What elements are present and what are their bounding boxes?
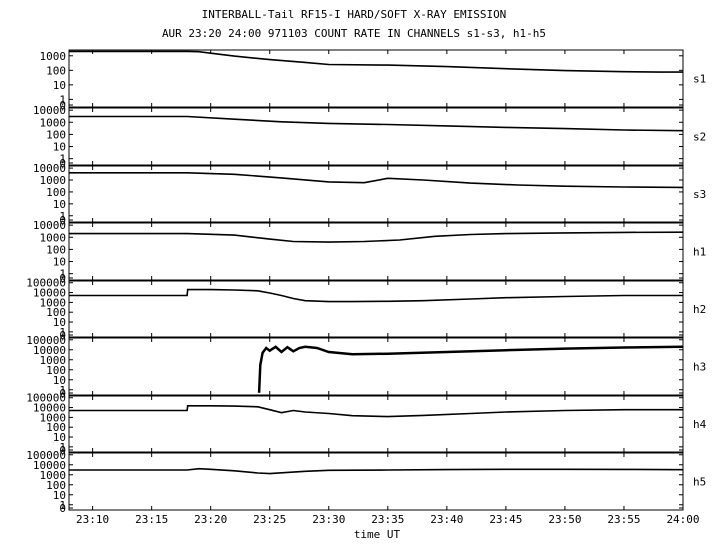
y-tick-label: 1000 — [40, 411, 67, 424]
chart-subtitle: AUR 23:20 24:00 971103 COUNT RATE IN CHA… — [162, 27, 546, 40]
y-tick-label: 100000 — [26, 392, 66, 405]
x-tick-label: 23:20 — [194, 513, 227, 526]
y-tick-label: 100 — [46, 364, 66, 377]
y-tick-label: 100 — [46, 243, 66, 256]
series-line-h2 — [69, 288, 683, 303]
x-tick-label: 23:10 — [76, 513, 109, 526]
channel-label-h1: h1 — [693, 246, 706, 259]
y-tick-label: 10000 — [33, 104, 66, 117]
series-line-s1 — [69, 50, 683, 73]
channel-label-s3: s3 — [693, 188, 706, 201]
y-tick-label: 1000 — [40, 116, 67, 129]
y-tick-label: 0 — [59, 387, 66, 400]
series-line-s3 — [69, 172, 684, 189]
y-tick-label: 10 — [53, 431, 66, 444]
y-tick-label: 10000 — [33, 219, 66, 232]
y-tick-label: 100 — [46, 421, 66, 434]
y-tick-label: 100 — [46, 479, 66, 492]
y-tick-label: 10 — [53, 256, 66, 269]
y-tick-label: 100 — [46, 64, 66, 77]
y-tick-label: 1 — [59, 93, 66, 106]
y-tick-label: 0 — [59, 214, 66, 227]
x-tick-label: 23:55 — [607, 513, 640, 526]
y-tick-label: 0 — [59, 329, 66, 342]
y-tick-label: 100000 — [26, 277, 66, 290]
x-tick-label: 23:40 — [430, 513, 463, 526]
channel-label-h3: h3 — [693, 361, 706, 374]
y-tick-label: 1 — [59, 268, 66, 281]
panel-frame — [68, 222, 684, 281]
y-tick-label: 100000 — [26, 449, 66, 462]
channel-label-s1: s1 — [693, 73, 706, 86]
x-tick-label: 23:15 — [135, 513, 168, 526]
series-line-h3 — [257, 345, 684, 393]
panel-frame — [68, 395, 684, 453]
channel-label-s2: s2 — [693, 131, 706, 144]
series-line-h1 — [69, 231, 684, 243]
y-tick-label: 10 — [53, 316, 66, 329]
channel-label-h5: h5 — [693, 476, 706, 489]
y-tick-label: 10000 — [33, 287, 66, 300]
y-tick-label: 10000 — [33, 162, 66, 175]
x-tick-label: 23:45 — [489, 513, 522, 526]
y-tick-label: 0 — [59, 272, 66, 285]
panel-frame — [68, 452, 684, 511]
x-tick-label: 23:35 — [371, 513, 404, 526]
y-tick-label: 0 — [59, 157, 66, 170]
series-line-h5 — [69, 467, 684, 475]
y-tick-label: 0 — [59, 99, 66, 112]
panel-frame — [68, 165, 684, 223]
channel-label-h4: h4 — [693, 418, 707, 431]
x-axis-label: time UT — [354, 528, 401, 541]
y-tick-label: 10 — [53, 198, 66, 211]
y-tick-label: 10000 — [33, 402, 66, 415]
panel-frame — [68, 337, 684, 396]
y-tick-label: 100 — [46, 128, 66, 141]
panel-frame — [68, 280, 684, 338]
y-tick-label: 1000 — [40, 231, 67, 244]
y-tick-label: 1 — [59, 384, 66, 397]
y-tick-label: 1 — [59, 499, 66, 512]
y-tick-label: 1000 — [40, 174, 67, 187]
panel-frame — [68, 49, 684, 108]
channel-label-h2: h2 — [693, 303, 706, 316]
y-tick-label: 100000 — [26, 334, 66, 347]
y-tick-label: 1000 — [40, 469, 67, 482]
y-tick-label: 1 — [59, 153, 66, 166]
y-tick-label: 100 — [46, 306, 66, 319]
chart-title: INTERBALL-Tail RF15-I HARD/SOFT X-RAY EM… — [202, 8, 507, 21]
y-tick-label: 0 — [59, 502, 66, 515]
y-tick-label: 1000 — [40, 50, 67, 63]
x-tick-label: 23:25 — [253, 513, 286, 526]
y-tick-label: 10 — [53, 374, 66, 387]
y-tick-label: 10000 — [33, 459, 66, 472]
y-tick-label: 1000 — [40, 296, 67, 309]
panel-frame — [68, 107, 684, 166]
series-line-s2 — [69, 115, 684, 132]
y-tick-label: 1 — [59, 210, 66, 223]
x-tick-label: 23:30 — [312, 513, 345, 526]
y-tick-label: 10 — [53, 79, 66, 92]
series-line-h4 — [69, 404, 683, 418]
y-tick-label: 10000 — [33, 344, 66, 357]
y-tick-label: 1 — [59, 326, 66, 339]
y-tick-label: 1000 — [40, 354, 67, 367]
y-tick-label: 0 — [59, 444, 66, 457]
x-tick-label: 24:00 — [666, 513, 699, 526]
y-tick-label: 10 — [53, 489, 66, 502]
y-tick-label: 100 — [46, 186, 66, 199]
y-tick-label: 1 — [59, 441, 66, 454]
y-tick-label: 10 — [53, 141, 66, 154]
panels: 10001001010s11000010001001010s2100001000… — [26, 49, 707, 526]
x-tick-label: 23:50 — [548, 513, 581, 526]
